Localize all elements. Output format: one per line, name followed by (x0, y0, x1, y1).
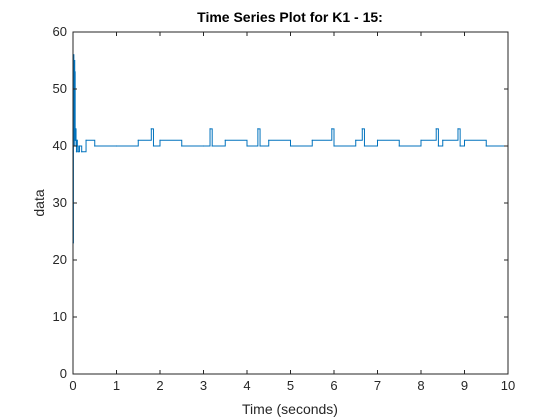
data-point (137, 139, 139, 141)
data-point (457, 128, 459, 130)
data-point (331, 128, 333, 130)
x-tick-label: 7 (374, 378, 381, 393)
x-tick-label: 9 (461, 378, 468, 393)
data-point (333, 145, 335, 147)
y-tick-label: 0 (60, 366, 67, 381)
data-point (437, 145, 439, 147)
data-point (150, 128, 152, 130)
x-tick-label: 1 (113, 378, 120, 393)
data-point (420, 139, 422, 141)
data-point (209, 128, 211, 130)
data-point (355, 139, 357, 141)
data-point (85, 139, 87, 141)
data-point (289, 145, 292, 147)
data-point (74, 71, 76, 73)
y-tick-label: 20 (53, 252, 67, 267)
data-point (459, 145, 461, 147)
data-point (159, 139, 161, 141)
plot-area (73, 32, 508, 374)
data-point (463, 139, 466, 141)
data-point (115, 145, 118, 147)
data-point (76, 139, 78, 141)
data-point (211, 145, 213, 147)
y-axis-label: data (31, 189, 47, 216)
y-tick-label: 30 (53, 195, 67, 210)
data-point (376, 139, 379, 141)
data-point (435, 128, 437, 130)
x-tick-label: 0 (69, 378, 76, 393)
x-tick-label: 5 (287, 378, 294, 393)
y-tick-label: 40 (53, 138, 67, 153)
data-point (152, 145, 155, 147)
x-tick-label: 4 (243, 378, 250, 393)
data-point (75, 151, 78, 153)
y-tick-label: 50 (53, 81, 67, 96)
y-tick-label: 60 (53, 24, 67, 39)
data-point (485, 145, 487, 147)
x-axis-ticks: 0 1 2 3 4 5 6 7 8 9 10 (69, 32, 515, 393)
x-tick-label: 8 (417, 378, 424, 393)
data-point (268, 139, 270, 141)
data-point (76, 145, 78, 147)
data-point (257, 128, 259, 130)
data-point (202, 145, 205, 147)
data-point (398, 145, 400, 147)
x-tick-label: 3 (200, 378, 207, 393)
x-tick-label: 10 (501, 378, 515, 393)
y-tick-label: 10 (53, 309, 67, 324)
data-point (311, 139, 313, 141)
data-point (75, 128, 77, 130)
data-point (94, 145, 96, 147)
data-point (81, 151, 83, 153)
data-point (73, 59, 75, 62)
x-axis-label: Time (seconds) (242, 401, 338, 417)
data-point (77, 151, 79, 153)
x-tick-label: 2 (156, 378, 163, 393)
chart-title: Time Series Plot for K1 - 15: (197, 9, 383, 25)
x-tick-label: 6 (330, 378, 337, 393)
data-point (181, 145, 183, 147)
y-axis-ticks: 0 10 20 30 40 50 60 (53, 24, 508, 381)
data-point (363, 145, 366, 147)
data-point (361, 128, 363, 130)
data-point (442, 139, 444, 141)
data-point (224, 139, 226, 141)
series-layer (72, 54, 509, 244)
data-point (246, 145, 248, 147)
data-point (74, 139, 76, 141)
data-point (259, 145, 261, 147)
data-point (78, 145, 81, 147)
data-series-line (72, 54, 508, 244)
